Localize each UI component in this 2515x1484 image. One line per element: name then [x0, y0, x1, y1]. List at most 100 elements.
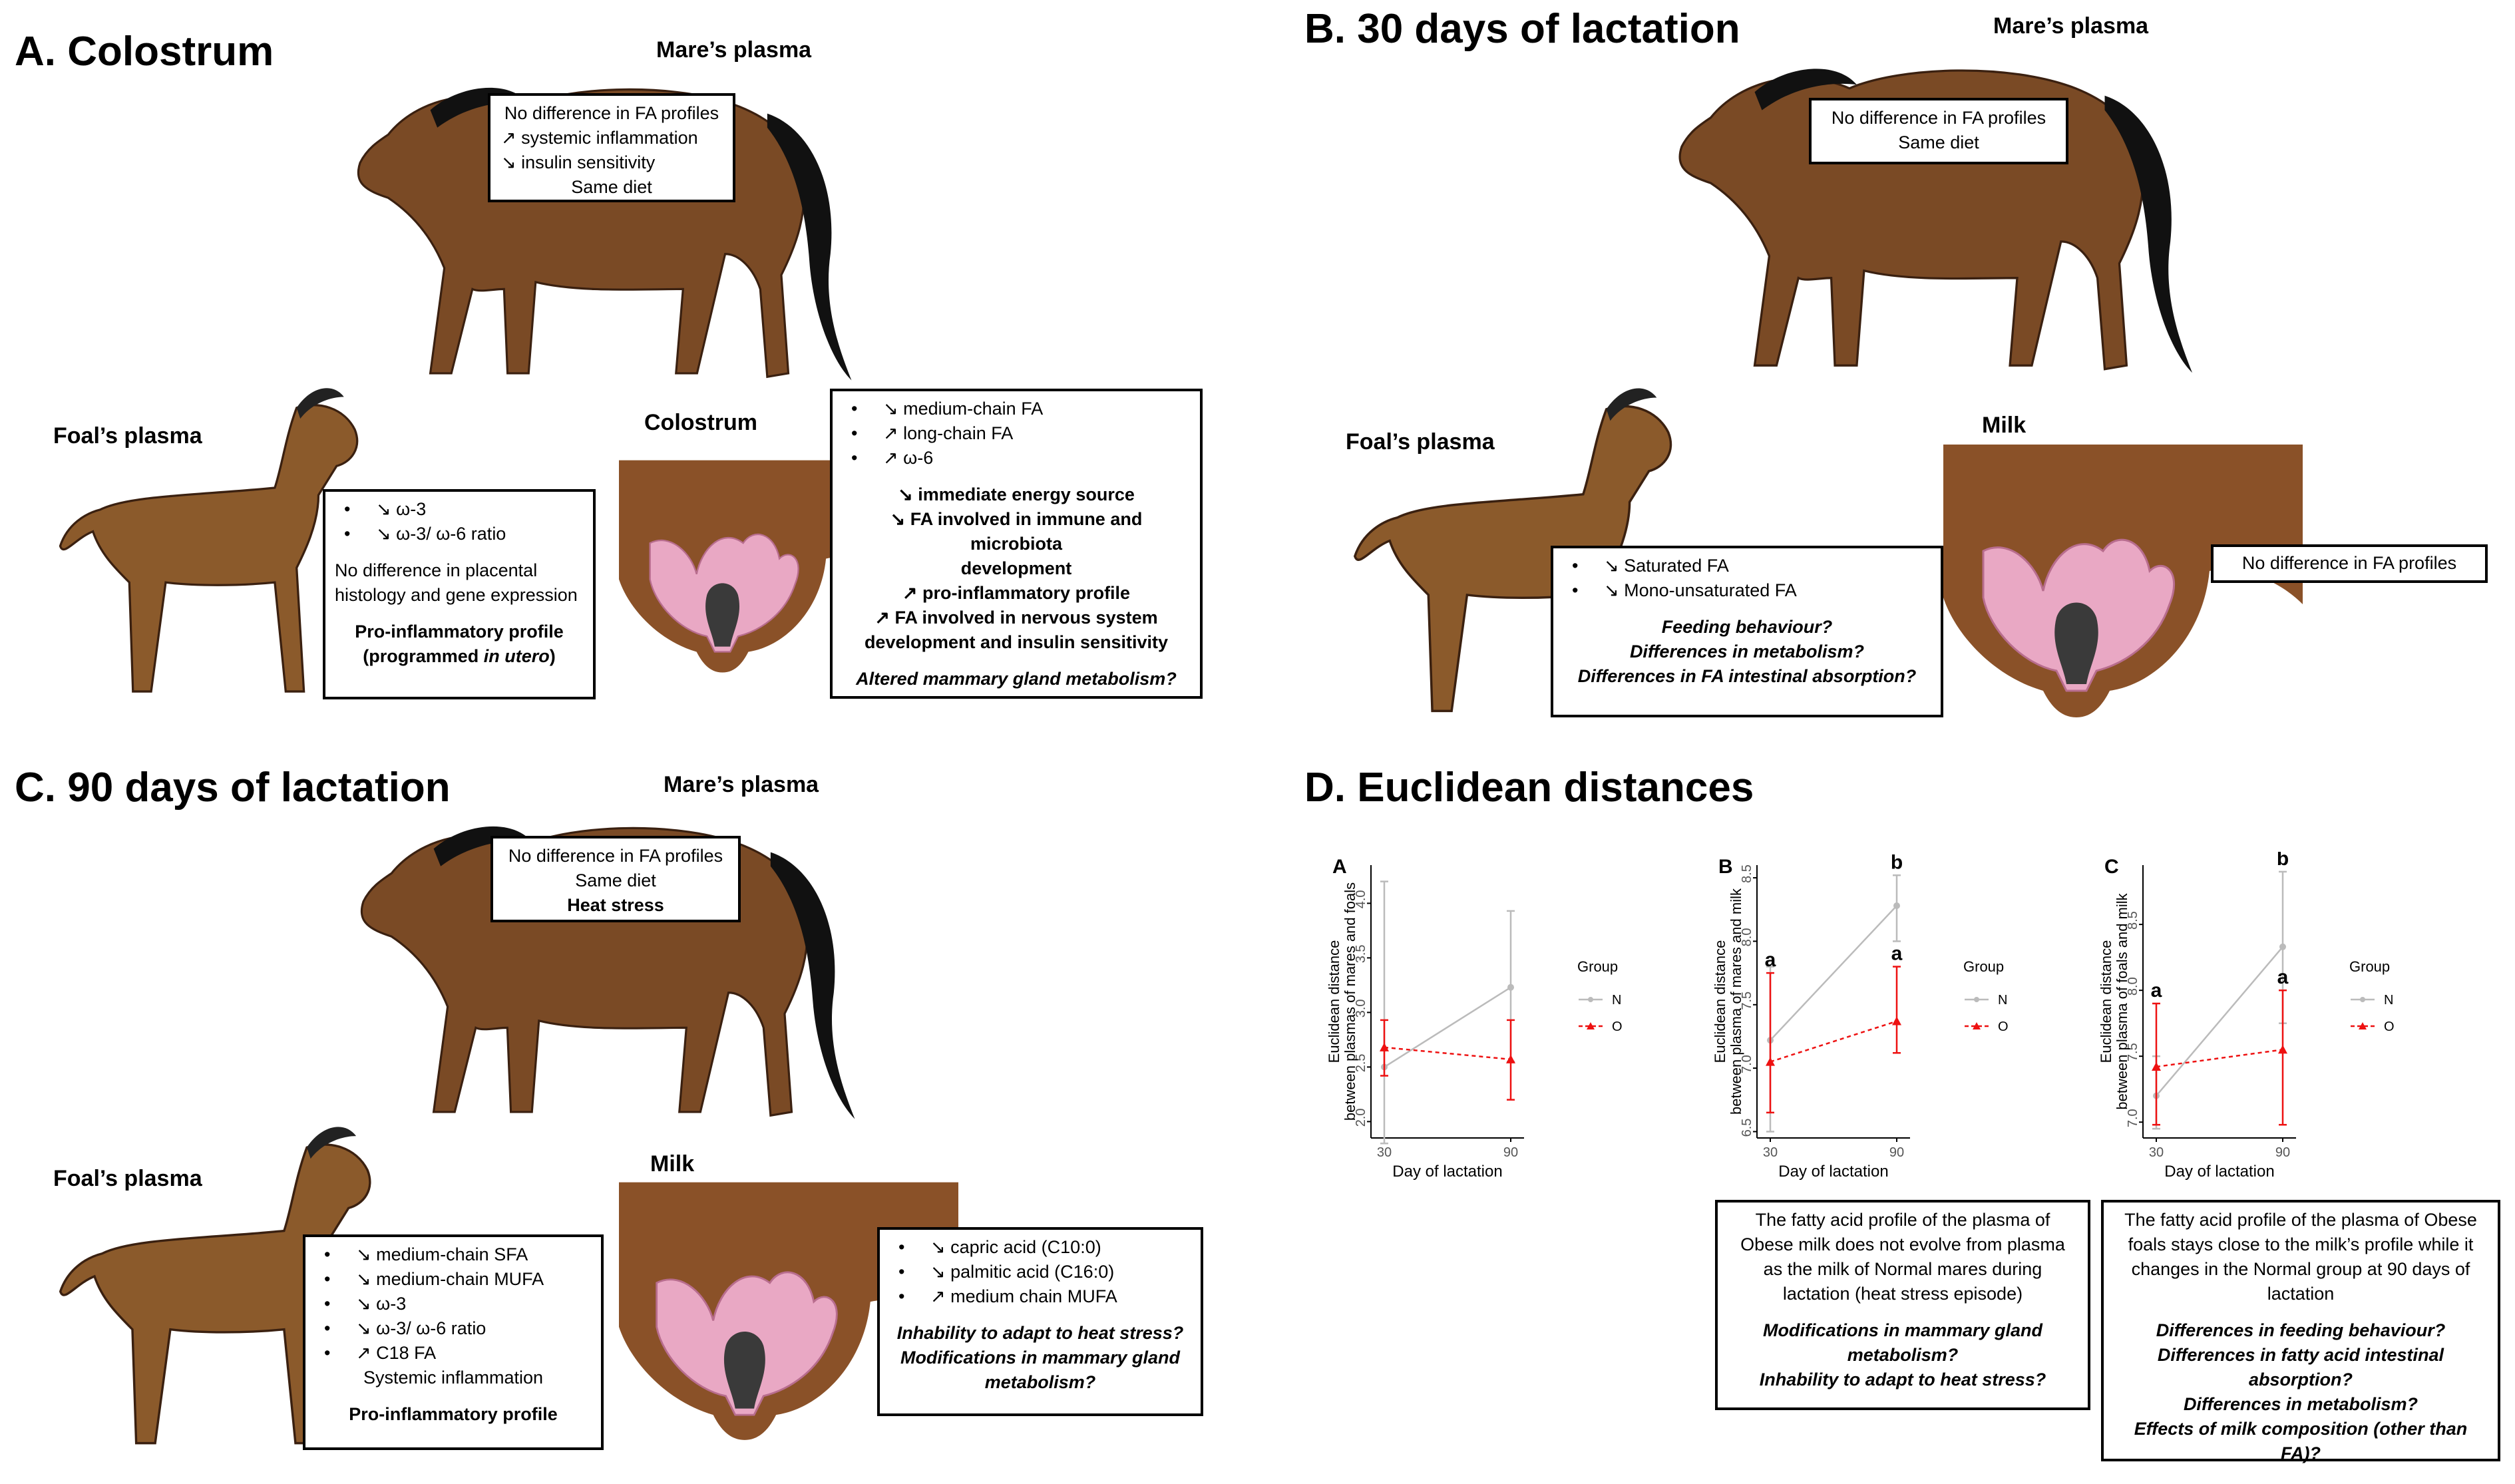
panel-a-foal-text: No difference in placental: [335, 560, 538, 580]
data-point-O: [1506, 1054, 1515, 1063]
panel-b-foal-bullet: ↘ Saturated FA: [1563, 554, 1931, 578]
y-tick-label: 8.5: [1740, 864, 1754, 883]
chart-panel-letter: A: [1332, 856, 1347, 878]
panel-a-title: A. Colostrum: [15, 29, 274, 75]
panel-c-foal-bullet: ↘ medium-chain MUFA: [315, 1267, 592, 1292]
panel-c-mare-line: No difference in FA profiles: [508, 846, 723, 866]
panel-c-foal-bullet: ↗ C18 FA: [315, 1341, 592, 1366]
panel-c-foal-box: ↘ medium-chain SFA ↘ medium-chain MUFA ↘…: [303, 1234, 604, 1450]
legend-title: Group: [1577, 958, 1618, 975]
x-tick-label: 90: [1503, 1145, 1518, 1160]
panel-a-mare-line: Same diet: [571, 177, 652, 197]
y-axis-label: Euclidean distance: [2098, 940, 2114, 1063]
panel-c-mare-box: No difference in FA profiles Same diet H…: [490, 836, 741, 922]
data-point-O: [2278, 1045, 2287, 1054]
y-tick-label: 8.0: [1740, 928, 1754, 947]
legend-label: O: [1612, 1020, 1623, 1034]
legend-title: Group: [2349, 958, 2390, 975]
panel-a-udder-box: ↘ medium-chain FA ↗ long-chain FA ↗ ω-6 …: [830, 389, 1203, 699]
panel-a-udder-bold: ↘ immediate energy source: [898, 484, 1135, 504]
panel-a-udder-bold: development and insulin sensitivity: [864, 632, 1169, 652]
legend-marker-N: [2360, 997, 2365, 1002]
panel-c-udder-bullet: ↘ palmitic acid (C16:0): [889, 1260, 1191, 1284]
panel-c-udder-bullet: ↘ capric acid (C10:0): [889, 1235, 1191, 1260]
panel-a-foal-box: ↘ ω-3 ↘ ω-3/ ω-6 ratio No difference in …: [323, 489, 596, 699]
x-tick-label: 90: [2275, 1145, 2290, 1160]
significance-letter: b: [2277, 852, 2289, 870]
panel-c-title: C. 90 days of lactation: [15, 765, 451, 811]
y-tick-label: 4.0: [1354, 890, 1368, 908]
caption-c-question: Differences in fatty acid intestinal: [2157, 1345, 2444, 1365]
y-axis-label: Euclidean distance: [1712, 940, 1728, 1063]
panel-b-foal-question: Feeding behaviour?: [1661, 617, 1833, 637]
y-tick-label: 7.5: [1740, 992, 1754, 1010]
panel-c-udder-bullet: ↗ medium chain MUFA: [889, 1284, 1191, 1309]
data-point-N: [1893, 902, 1900, 910]
legend-marker-O: [1973, 1022, 1981, 1029]
panel-a-foal-bullet: ↘ ω-3: [335, 497, 584, 522]
series-line-N: [2156, 946, 2283, 1097]
y-tick-label: 7.5: [2126, 1043, 2140, 1061]
panel-b-udder-illustration: [1943, 443, 2303, 719]
panel-b-mare-label: Mare’s plasma: [1993, 13, 2149, 39]
caption-b-question: Modifications in mammary gland: [1762, 1320, 2043, 1340]
data-point-O: [2152, 1062, 2161, 1071]
legend-marker-N: [1974, 997, 1979, 1002]
y-tick-label: 6.5: [1740, 1119, 1754, 1137]
caption-c-line: foals stays close to the milk’s profile …: [2128, 1234, 2474, 1254]
y-tick-label: 8.0: [2126, 977, 2140, 996]
panel-c-foal-label: Foal’s plasma: [53, 1166, 202, 1191]
caption-c-question: Differences in feeding behaviour?: [2156, 1320, 2446, 1340]
panel-a-udder-bold: ↗ pro-inflammatory profile: [902, 583, 1131, 603]
panel-a-udder-bullet: ↘ medium-chain FA: [842, 397, 1191, 421]
legend-marker-O: [2359, 1022, 2367, 1029]
panel-c-foal-text: Systemic inflammation: [363, 1368, 544, 1388]
legend-label: N: [1998, 993, 2007, 1008]
panel-a-udder-bold: ↗ FA involved in nervous system: [874, 608, 1158, 628]
series-line-N: [1384, 986, 1511, 1068]
caption-b-question: metabolism?: [1847, 1345, 1959, 1365]
data-point-O: [1892, 1016, 1901, 1025]
panel-a-udder-bullet: ↗ long-chain FA: [842, 421, 1191, 446]
panel-a-foal-bold-2c: ): [549, 646, 556, 666]
panel-b-title: B. 30 days of lactation: [1304, 6, 1740, 52]
series-line-O: [1770, 1020, 1897, 1063]
significance-letter: a: [1891, 943, 1903, 965]
panel-c-udder-label: Milk: [650, 1151, 695, 1177]
panel-b-udder-box: No difference in FA profiles: [2211, 544, 2488, 583]
caption-b-line: Obese milk does not evolve from plasma: [1740, 1234, 2065, 1254]
panel-a-foal-bold-2a: (programmed: [363, 646, 484, 666]
panel-a-udder-label: Colostrum: [644, 410, 757, 435]
y-axis-label: between plasma of mares and milk: [1728, 888, 1744, 1115]
panel-a-foal-bold-2: (programmed in utero): [335, 644, 584, 669]
panel-c-mare-label: Mare’s plasma: [664, 772, 819, 797]
chart-panel-letter: B: [1718, 856, 1733, 878]
data-point-N: [1507, 984, 1514, 991]
panel-c-foal-bold: Pro-inflammatory profile: [349, 1404, 558, 1424]
panel-b-udder-text: No difference in FA profiles: [2241, 553, 2457, 573]
x-tick-label: 30: [1377, 1145, 1392, 1160]
caption-c-question: absorption?: [2249, 1370, 2353, 1390]
y-tick-label: 7.0: [2126, 1109, 2140, 1127]
caption-b-line: lactation (heat stress episode): [1782, 1284, 2023, 1304]
data-point-N: [2279, 943, 2286, 950]
series-line-N: [1770, 905, 1897, 1041]
significance-letter: a: [1765, 949, 1776, 971]
legend-title: Group: [1963, 958, 2004, 975]
significance-letter: b: [1891, 852, 1903, 873]
legend-label: N: [1612, 993, 1621, 1008]
panel-c-mare-bold: Heat stress: [567, 895, 664, 915]
panel-a-mare-line: No difference in FA profiles: [504, 103, 719, 123]
x-axis-label: Day of lactation: [2164, 1163, 2274, 1181]
panel-d-caption-b: The fatty acid profile of the plasma of …: [1715, 1200, 2090, 1410]
caption-c-question: Differences in metabolism?: [2183, 1394, 2418, 1414]
legend-marker-O: [1587, 1022, 1595, 1029]
caption-c-line: changes in the Normal group at 90 days o…: [2131, 1259, 2470, 1279]
legend-label: O: [1998, 1020, 2009, 1034]
panel-b-mare-line: Same diet: [1898, 132, 1979, 152]
caption-b-line: The fatty acid profile of the plasma of: [1755, 1210, 2050, 1230]
panel-a-udder-question: Altered mammary gland metabolism?: [856, 669, 1177, 689]
